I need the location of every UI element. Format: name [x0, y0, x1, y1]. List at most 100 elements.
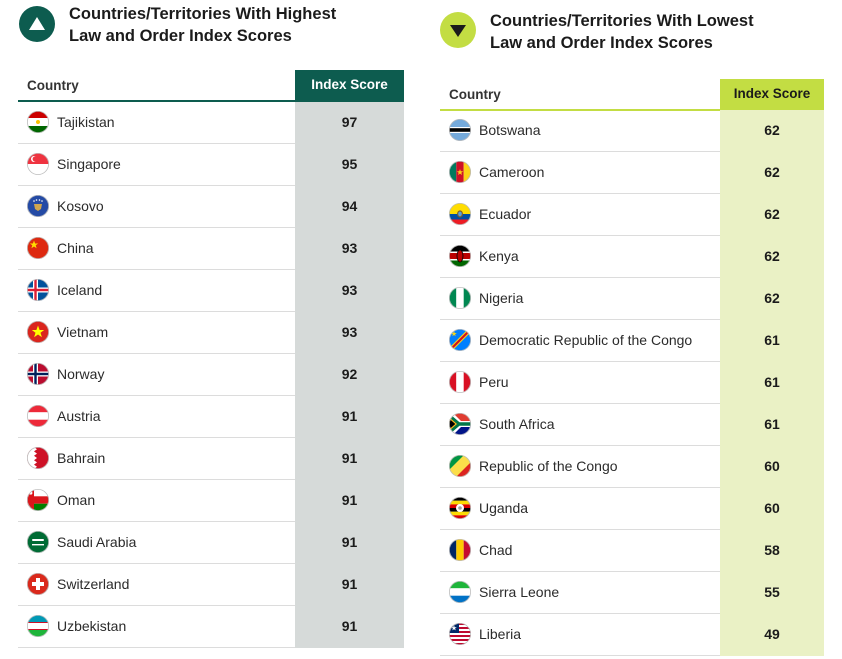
country-name: Iceland — [57, 282, 103, 298]
score-cell-background — [295, 144, 404, 186]
nigeria-flag-icon — [448, 286, 472, 310]
index-score: 62 — [764, 248, 780, 264]
south-africa-flag-icon — [448, 412, 472, 436]
switzerland-flag-icon — [26, 572, 50, 596]
country-name: Republic of the Congo — [479, 458, 618, 474]
score-cell-background — [295, 312, 404, 354]
table-body: Botswana 62 Cameroon 62 Ecuador 62 Kenya 62 Nige… — [440, 110, 824, 656]
score-cell-background — [295, 270, 404, 312]
country-name: Bahrain — [57, 450, 106, 466]
index-score: 62 — [764, 122, 780, 138]
table-row: Sierra Leone 55 — [440, 572, 824, 614]
vietnam-flag-icon — [26, 320, 50, 344]
table-row: Republic of the Congo 60 — [440, 446, 824, 488]
table-row: Kenya 62 — [440, 236, 824, 278]
score-cell-background — [295, 606, 404, 648]
country-name: Ecuador — [479, 206, 532, 222]
table-row: Bahrain 91 — [18, 438, 404, 480]
panel-header: Countries/Territories With Highest Law a… — [18, 0, 404, 62]
kosovo-flag-icon — [26, 194, 50, 218]
index-score: 62 — [764, 164, 780, 180]
index-score: 55 — [764, 584, 780, 600]
dr-congo-flag-icon — [448, 328, 472, 352]
country-name: Cameroon — [479, 164, 545, 180]
score-cell-background — [295, 102, 404, 144]
saudi-arabia-flag-icon — [26, 530, 50, 554]
index-score: 61 — [764, 332, 780, 348]
table-row: Ecuador 62 — [440, 194, 824, 236]
index-score: 91 — [341, 408, 358, 424]
sierra-leone-flag-icon — [448, 580, 472, 604]
table-row: Vietnam 93 — [18, 312, 404, 354]
country-name: Singapore — [57, 156, 121, 172]
iceland-flag-icon — [26, 278, 50, 302]
country-name: China — [57, 240, 94, 256]
liberia-flag-icon — [448, 622, 472, 646]
index-score: 91 — [341, 492, 358, 508]
score-cell-background — [295, 228, 404, 270]
country-name: Botswana — [479, 122, 541, 138]
score-cell-background — [720, 236, 824, 278]
highest-scores-panel: Countries/Territories With Highest Law a… — [18, 0, 404, 648]
index-score: 93 — [341, 240, 358, 256]
country-name: Kosovo — [57, 198, 104, 214]
index-score: 62 — [764, 206, 780, 222]
table-row: China 93 — [18, 228, 404, 270]
uganda-flag-icon — [448, 496, 472, 520]
table-row: Saudi Arabia 91 — [18, 522, 404, 564]
country-name: Uzbekistan — [57, 618, 127, 634]
table-row: Chad 58 — [440, 530, 824, 572]
index-score: 61 — [764, 416, 780, 432]
republic-of-the-congo-flag-icon — [448, 454, 472, 478]
country-name: Peru — [479, 374, 509, 390]
country-name: Sierra Leone — [479, 584, 560, 600]
kenya-flag-icon — [448, 244, 472, 268]
index-score: 91 — [341, 576, 358, 592]
column-header-country: Country — [27, 78, 79, 93]
score-cell-background — [720, 194, 824, 236]
table-row: Singapore 95 — [18, 144, 404, 186]
ecuador-flag-icon — [448, 202, 472, 226]
score-cell-background — [295, 438, 404, 480]
table-row: Uzbekistan 91 — [18, 606, 404, 648]
bahrain-flag-icon — [26, 446, 50, 470]
score-cell-background — [720, 446, 824, 488]
index-score: 91 — [341, 450, 358, 466]
index-score: 61 — [764, 374, 780, 390]
score-cell-background — [720, 362, 824, 404]
country-name: Vietnam — [57, 324, 109, 340]
score-cell-background — [720, 110, 824, 152]
country-name: Democratic Republic of the Congo — [479, 332, 693, 348]
index-score: 94 — [341, 198, 358, 214]
table-row: Botswana 62 — [440, 110, 824, 152]
austria-flag-icon — [26, 404, 50, 428]
table-row: Iceland 93 — [18, 270, 404, 312]
tajikistan-flag-icon — [26, 110, 50, 134]
column-header-index-score: Index Score — [720, 79, 824, 109]
index-score: 60 — [764, 500, 780, 516]
score-cell-background — [720, 530, 824, 572]
table-row: Kosovo 94 — [18, 186, 404, 228]
country-name: Chad — [479, 542, 513, 558]
table-row: South Africa 61 — [440, 404, 824, 446]
table-row: Norway 92 — [18, 354, 404, 396]
index-score: 91 — [341, 534, 358, 550]
column-header-index-score: Index Score — [295, 70, 404, 100]
score-cell-background — [720, 404, 824, 446]
index-score: 93 — [341, 282, 358, 298]
index-score: 95 — [341, 156, 358, 172]
score-cell-background — [295, 480, 404, 522]
table-row: Tajikistan 97 — [18, 102, 404, 144]
table-row: Uganda 60 — [440, 488, 824, 530]
score-cell-background — [720, 488, 824, 530]
table-body: Tajikistan 97 Singapore 95 Kosovo 94 China 93 Ic… — [18, 102, 404, 648]
index-score: 60 — [764, 458, 780, 474]
country-name: Switzerland — [57, 576, 130, 592]
table-row: Democratic Republic of the Congo 61 — [440, 320, 824, 362]
index-score: 97 — [341, 114, 358, 130]
country-name: South Africa — [479, 416, 555, 432]
china-flag-icon — [26, 236, 50, 260]
triangle-up-icon — [19, 6, 55, 42]
score-cell-background — [720, 614, 824, 656]
lowest-scores-panel: Countries/Territories With Lowest Law an… — [440, 0, 824, 656]
